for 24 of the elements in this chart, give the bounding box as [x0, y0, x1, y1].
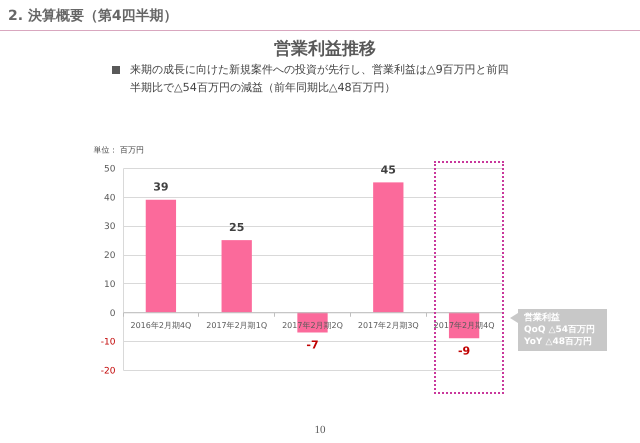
y-tick-label: 30: [104, 222, 116, 232]
bar: [373, 182, 404, 312]
y-tick-label: -20: [100, 366, 116, 376]
data-label: 39: [153, 180, 169, 194]
bar: [146, 200, 176, 312]
y-tick-label: 20: [104, 251, 116, 262]
data-label: -9: [458, 344, 470, 358]
y-tick-label: 50: [104, 164, 116, 174]
y-tick-label: 40: [104, 193, 116, 204]
y-tick-label: 10: [104, 280, 116, 290]
y-axis-title: 単位： 百万円: [94, 146, 144, 154]
text: 10: [314, 424, 326, 436]
data-label: 45: [380, 163, 396, 176]
x-tick-label: 2017年2月期1Q: [206, 320, 268, 330]
x-tick-label: 2016年2月期4Q: [130, 320, 192, 330]
bar: [222, 240, 252, 312]
chart-title: 営業利益推移: [273, 38, 377, 60]
x-tick-label: 2017年2月期3Q: [358, 320, 419, 330]
chart-subtitle: 来期の成長に向けた新規案件への投資が先行し、営業利益は△9百万円と前四半期比で△54百万円の減益（前年同期比△48百万円）: [130, 62, 510, 96]
y-tick-label: 0: [110, 308, 116, 319]
data-label: -7: [306, 338, 319, 352]
y-tick-label: -10: [100, 338, 116, 348]
text: 2. 決算概要（第4四半期）: [8, 7, 178, 25]
data-label: 25: [229, 221, 244, 234]
